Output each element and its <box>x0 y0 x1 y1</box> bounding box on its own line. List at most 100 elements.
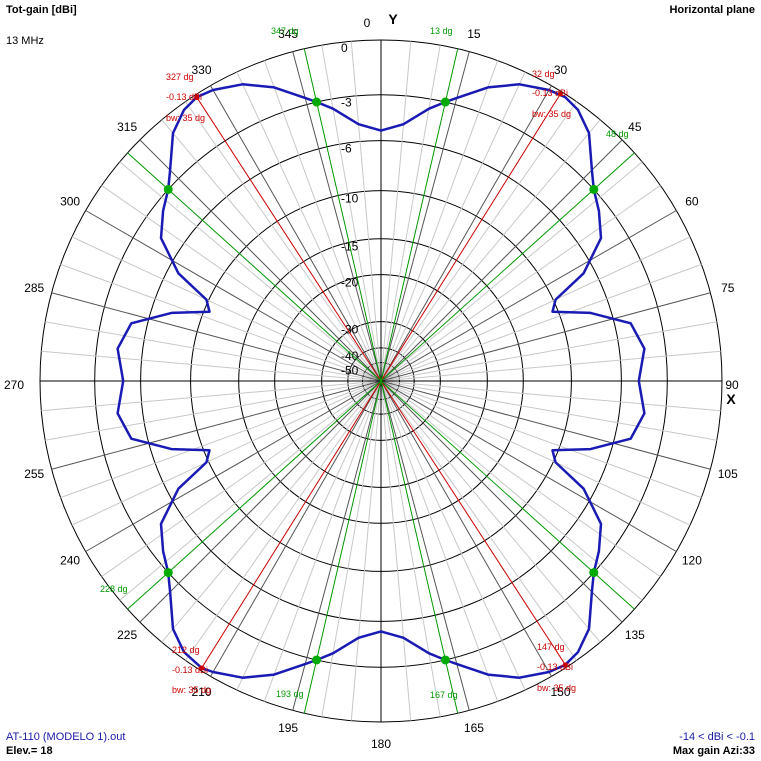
major-radial <box>51 292 382 382</box>
major-radial <box>380 139 623 382</box>
beamwidth-dot <box>163 568 173 578</box>
x-axis-label: X <box>726 391 736 407</box>
lobe-peak-dot <box>562 662 568 668</box>
lobe-peak-dot <box>194 94 200 100</box>
angle-label-60: 60 <box>685 195 699 209</box>
major-radial <box>292 51 382 382</box>
major-radial <box>139 139 382 382</box>
angle-label-90: 90 <box>725 378 739 392</box>
minor-radial <box>380 263 702 382</box>
angle-label-0: 0 <box>364 16 371 30</box>
angle-label-150: 150 <box>550 685 570 699</box>
lobe-angle-label: 32 dg <box>532 69 555 79</box>
major-radial <box>380 292 711 382</box>
angle-label-225: 225 <box>117 628 137 642</box>
beamwidth-dot <box>163 184 173 194</box>
main-lobe-line <box>196 96 382 382</box>
lobe-annotations: 32 dg -0.13 dBi bw: 35 dg 147 dg -0.13 dBi bw… <box>100 26 629 700</box>
angle-label-135: 135 <box>625 628 645 642</box>
lobe-bw-label: bw: 35 dg <box>172 685 211 695</box>
major-radial <box>380 380 470 711</box>
minor-radial <box>60 263 382 382</box>
lobe-peak-dot <box>199 665 205 671</box>
minor-radial <box>321 380 382 717</box>
angle-label-300: 300 <box>60 195 80 209</box>
minor-radial <box>161 119 382 382</box>
minor-radial <box>263 60 382 382</box>
angle-label-15: 15 <box>467 27 481 41</box>
lobe-angle-label: 147 dg <box>537 642 565 652</box>
minor-radial <box>119 380 382 601</box>
minor-radial <box>380 321 717 382</box>
angle-label-105: 105 <box>718 467 738 481</box>
minor-radial <box>380 185 661 382</box>
angle-label-165: 165 <box>464 721 484 735</box>
lobe-gain-label: -0.13 dBi <box>166 92 202 102</box>
angle-label-270: 270 <box>4 378 24 392</box>
minor-radial <box>380 60 499 382</box>
minor-radial <box>380 380 601 643</box>
max-gain-label: Max gain Azi:33 <box>672 745 755 757</box>
beamwidth-dot <box>312 97 322 107</box>
beamwidth-markers <box>163 97 599 665</box>
gain-label: -3 <box>341 96 352 110</box>
chart-title: Tot-gain [dBi] <box>6 4 77 16</box>
major-radial <box>139 380 382 623</box>
lobe-bw-label: bw: 35 dg <box>166 113 205 123</box>
main-lobe-line <box>380 93 561 382</box>
minor-radial <box>380 45 441 382</box>
minor-radial <box>41 380 382 412</box>
main-lobe-lines <box>196 93 566 669</box>
minor-radial <box>71 236 382 382</box>
minor-radial <box>380 380 526 691</box>
major-radial <box>292 380 382 711</box>
major-radial <box>380 51 470 382</box>
beamwidth-dot <box>440 97 450 107</box>
radial-gain-labels: 0-3-6-10-15-20-30-40-50 <box>341 41 359 377</box>
beamwidth-label: 193 dg <box>276 689 304 699</box>
minor-radial <box>60 380 382 499</box>
major-radial <box>380 380 552 677</box>
minor-radial <box>380 71 526 382</box>
minor-radial <box>185 380 382 661</box>
angle-label-75: 75 <box>721 281 735 295</box>
beamwidth-label: 347 dg <box>271 26 299 36</box>
gain-label: -20 <box>341 276 359 290</box>
minor-radial <box>380 101 577 382</box>
major-radial <box>380 380 711 470</box>
angle-label-255: 255 <box>24 467 44 481</box>
minor-radial <box>380 380 499 702</box>
minor-radial <box>101 185 382 382</box>
gain-range-label: -14 < dBi < -0.1 <box>679 731 755 743</box>
gain-label: -40 <box>341 349 359 363</box>
file-name: AT-110 (MODELO 1).out <box>6 731 126 743</box>
angle-label-45: 45 <box>628 120 642 134</box>
lobe-gain-label: -0.13 dBi <box>532 88 568 98</box>
major-radial <box>210 85 382 382</box>
plane-label: Horizontal plane <box>669 4 755 16</box>
angle-label-330: 330 <box>191 63 211 77</box>
lobe-gain-label: -0.13 dBi <box>172 665 208 675</box>
beamwidth-dot <box>589 568 599 578</box>
minor-radial <box>161 380 382 643</box>
angle-label-345: 345 <box>278 27 298 41</box>
minor-radial <box>236 71 382 382</box>
angle-label-285: 285 <box>24 281 44 295</box>
major-radial <box>380 380 623 623</box>
major-radial <box>380 85 552 382</box>
major-radial <box>51 380 382 470</box>
minor-radial <box>45 321 382 382</box>
beamwidth-label: 13 dg <box>430 26 453 36</box>
minor-radial <box>380 380 577 661</box>
minor-radial <box>380 380 717 441</box>
lobe-gain-label: -0.13 dBi <box>537 662 573 672</box>
angle-label-240: 240 <box>60 554 80 568</box>
minor-radial <box>350 41 382 382</box>
minor-radial <box>380 380 721 412</box>
beamwidth-label: 48 dg <box>606 129 629 139</box>
lobe-peak-dot <box>557 91 563 97</box>
angle-tick-labels: 0 15 30 45 60 75 90 105 120 135 150 165 180 195 210 225… <box>4 16 739 751</box>
main-lobe-line <box>201 380 382 669</box>
lobe-angle-label: 212 dg <box>172 645 200 655</box>
minor-radial <box>380 119 601 382</box>
